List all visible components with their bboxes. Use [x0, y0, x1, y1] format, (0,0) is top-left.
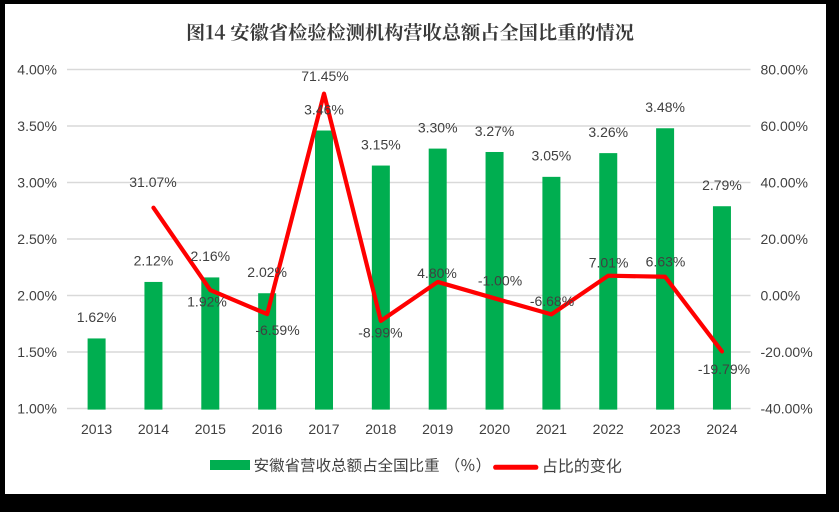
svg-text:-6.59%: -6.59% — [255, 322, 299, 338]
svg-text:2.00%: 2.00% — [17, 287, 57, 303]
svg-text:3.46%: 3.46% — [304, 101, 344, 117]
svg-text:3.26%: 3.26% — [588, 124, 628, 140]
svg-text:2.79%: 2.79% — [702, 177, 742, 193]
svg-text:2.50%: 2.50% — [17, 231, 57, 247]
svg-text:2016: 2016 — [252, 421, 283, 437]
svg-text:7.01%: 7.01% — [589, 255, 629, 271]
svg-text:2024: 2024 — [706, 421, 737, 437]
svg-text:71.45%: 71.45% — [301, 68, 348, 84]
svg-text:3.27%: 3.27% — [475, 123, 515, 139]
svg-text:1.00%: 1.00% — [17, 400, 57, 416]
svg-text:2013: 2013 — [81, 421, 112, 437]
svg-text:-6.68%: -6.68% — [530, 293, 574, 309]
svg-text:3.15%: 3.15% — [361, 136, 401, 152]
svg-text:-40.00%: -40.00% — [761, 400, 813, 416]
svg-text:2022: 2022 — [593, 421, 624, 437]
svg-text:80.00%: 80.00% — [761, 61, 808, 77]
svg-text:3.50%: 3.50% — [17, 118, 57, 134]
svg-text:60.00%: 60.00% — [761, 118, 808, 134]
svg-text:3.00%: 3.00% — [17, 174, 57, 190]
svg-text:6.63%: 6.63% — [646, 253, 686, 269]
svg-text:1.92%: 1.92% — [187, 294, 227, 310]
svg-text:40.00%: 40.00% — [761, 174, 808, 190]
svg-text:20.00%: 20.00% — [761, 231, 808, 247]
svg-text:2014: 2014 — [138, 421, 169, 437]
svg-text:31.07%: 31.07% — [129, 174, 176, 190]
svg-text:-19.79%: -19.79% — [698, 361, 750, 377]
svg-text:3.05%: 3.05% — [532, 148, 572, 164]
svg-text:2021: 2021 — [536, 421, 567, 437]
svg-text:2023: 2023 — [650, 421, 681, 437]
svg-text:2015: 2015 — [195, 421, 226, 437]
svg-text:4.00%: 4.00% — [17, 61, 57, 77]
svg-text:0.00%: 0.00% — [761, 287, 801, 303]
svg-text:3.30%: 3.30% — [418, 119, 458, 135]
svg-text:3.48%: 3.48% — [645, 99, 685, 115]
svg-text:2.12%: 2.12% — [134, 253, 174, 269]
svg-text:1.62%: 1.62% — [77, 309, 117, 325]
svg-text:-8.99%: -8.99% — [358, 325, 402, 341]
svg-text:4.80%: 4.80% — [417, 265, 457, 281]
svg-text:1.50%: 1.50% — [17, 344, 57, 360]
svg-text:-1.00%: -1.00% — [478, 272, 522, 288]
svg-text:2.02%: 2.02% — [247, 264, 287, 280]
svg-text:2.16%: 2.16% — [190, 248, 230, 264]
svg-text:2019: 2019 — [422, 421, 453, 437]
svg-text:2020: 2020 — [479, 421, 510, 437]
svg-text:-20.00%: -20.00% — [761, 344, 813, 360]
svg-text:2017: 2017 — [308, 421, 339, 437]
svg-text:2018: 2018 — [365, 421, 396, 437]
